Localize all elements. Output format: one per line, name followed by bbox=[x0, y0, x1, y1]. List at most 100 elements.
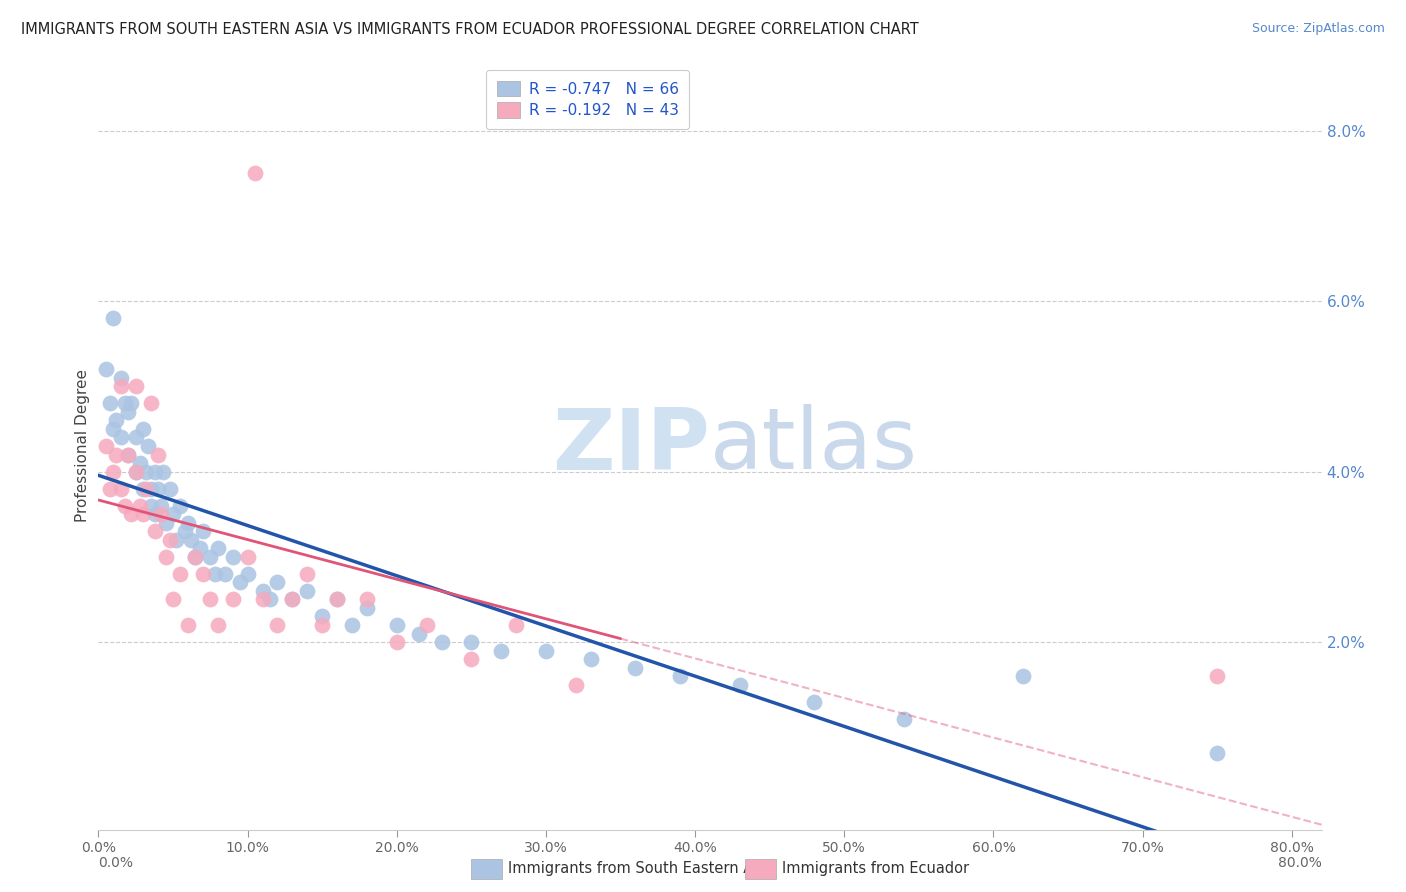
Text: Immigrants from South Eastern Asia: Immigrants from South Eastern Asia bbox=[508, 862, 773, 876]
Point bbox=[669, 669, 692, 683]
Point bbox=[214, 566, 236, 581]
Point bbox=[326, 592, 349, 607]
Point bbox=[110, 379, 132, 393]
Point bbox=[103, 465, 125, 479]
Legend: R = -0.747   N = 66, R = -0.192   N = 43: R = -0.747 N = 66, R = -0.192 N = 43 bbox=[486, 70, 689, 128]
Point bbox=[125, 430, 148, 444]
Point bbox=[117, 448, 139, 462]
Point bbox=[94, 439, 117, 453]
Point bbox=[117, 448, 139, 462]
Point bbox=[132, 507, 155, 521]
Point bbox=[146, 448, 169, 462]
Point bbox=[125, 465, 148, 479]
Point bbox=[1206, 669, 1229, 683]
Point bbox=[505, 618, 527, 632]
Point bbox=[200, 592, 222, 607]
Point bbox=[1206, 746, 1229, 760]
Point bbox=[155, 549, 177, 564]
Point bbox=[460, 635, 482, 649]
Point bbox=[624, 660, 647, 674]
Point bbox=[114, 396, 136, 410]
Point bbox=[489, 643, 512, 657]
Point bbox=[143, 524, 166, 539]
Point bbox=[129, 456, 152, 470]
Point bbox=[385, 635, 408, 649]
Point bbox=[188, 541, 211, 556]
Point bbox=[221, 549, 243, 564]
Point bbox=[236, 566, 259, 581]
Y-axis label: Professional Degree: Professional Degree bbox=[75, 369, 90, 523]
Text: ZIP: ZIP bbox=[553, 404, 710, 488]
Point bbox=[135, 482, 157, 496]
Point bbox=[243, 166, 266, 180]
Point bbox=[174, 524, 197, 539]
Point bbox=[155, 516, 177, 530]
Point bbox=[191, 524, 214, 539]
Point bbox=[143, 465, 166, 479]
Point bbox=[281, 592, 304, 607]
Point bbox=[356, 601, 378, 615]
Point bbox=[110, 482, 132, 496]
Point bbox=[579, 652, 602, 666]
Point bbox=[565, 678, 588, 692]
Point bbox=[259, 592, 281, 607]
Point bbox=[105, 448, 128, 462]
Point bbox=[460, 652, 482, 666]
Point bbox=[803, 695, 825, 709]
Point bbox=[207, 541, 229, 556]
Point bbox=[311, 618, 333, 632]
Point bbox=[281, 592, 304, 607]
Point bbox=[200, 549, 222, 564]
Point bbox=[110, 430, 132, 444]
Point bbox=[229, 575, 252, 590]
Point bbox=[146, 482, 169, 496]
Point bbox=[120, 507, 142, 521]
Point bbox=[169, 566, 191, 581]
Point bbox=[177, 618, 200, 632]
Point bbox=[139, 482, 162, 496]
Point bbox=[139, 499, 162, 513]
Point bbox=[125, 379, 148, 393]
Point bbox=[139, 396, 162, 410]
Text: 0.0%: 0.0% bbox=[98, 856, 134, 871]
Point bbox=[132, 422, 155, 436]
Point bbox=[143, 507, 166, 521]
Point bbox=[184, 549, 207, 564]
Point bbox=[236, 549, 259, 564]
Point bbox=[1012, 669, 1035, 683]
Point bbox=[105, 413, 128, 427]
Point bbox=[110, 371, 132, 385]
Point bbox=[165, 533, 187, 547]
Point bbox=[430, 635, 453, 649]
Point bbox=[252, 583, 274, 598]
Point bbox=[152, 465, 174, 479]
Point bbox=[252, 592, 274, 607]
Point bbox=[120, 396, 142, 410]
Point bbox=[207, 618, 229, 632]
Point bbox=[385, 618, 408, 632]
Point bbox=[340, 618, 363, 632]
Point bbox=[204, 566, 226, 581]
Point bbox=[184, 549, 207, 564]
Point bbox=[297, 566, 319, 581]
Point bbox=[94, 362, 117, 376]
Point bbox=[159, 533, 181, 547]
Point bbox=[893, 712, 915, 726]
Point bbox=[135, 465, 157, 479]
Point bbox=[728, 678, 751, 692]
Point bbox=[125, 465, 148, 479]
Point bbox=[136, 439, 159, 453]
Text: IMMIGRANTS FROM SOUTH EASTERN ASIA VS IMMIGRANTS FROM ECUADOR PROFESSIONAL DEGRE: IMMIGRANTS FROM SOUTH EASTERN ASIA VS IM… bbox=[21, 22, 920, 37]
Text: Immigrants from Ecuador: Immigrants from Ecuador bbox=[782, 862, 969, 876]
Point bbox=[311, 609, 333, 624]
Point bbox=[266, 575, 288, 590]
Point bbox=[132, 482, 155, 496]
Point bbox=[326, 592, 349, 607]
Point bbox=[98, 482, 121, 496]
Point bbox=[177, 516, 200, 530]
Point bbox=[117, 405, 139, 419]
Point bbox=[297, 583, 319, 598]
Point bbox=[159, 482, 181, 496]
Text: 80.0%: 80.0% bbox=[1278, 856, 1322, 871]
Point bbox=[150, 507, 173, 521]
